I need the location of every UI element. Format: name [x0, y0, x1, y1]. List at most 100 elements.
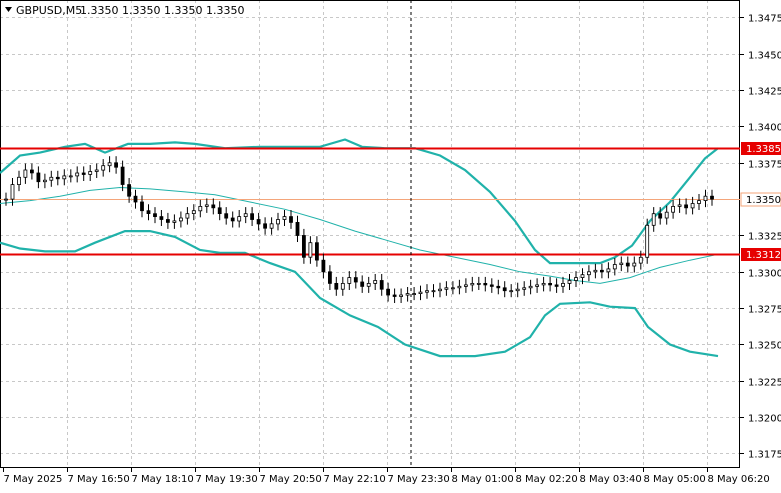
time-tick-label: 7 May 16:50 [68, 474, 130, 485]
candle-body [159, 216, 164, 220]
candle-body [561, 282, 565, 287]
candle-body [677, 204, 682, 207]
candle-body [308, 242, 313, 258]
price-tick-label: 1.3275 [748, 305, 781, 316]
candle-body [321, 259, 326, 273]
candle-body [185, 213, 190, 219]
candle-body [282, 216, 287, 220]
bollinger-middle-band [0, 186, 719, 284]
candle-body [43, 179, 47, 183]
candle-body [684, 204, 688, 209]
candle-body [703, 195, 708, 201]
candle-body [146, 210, 151, 214]
time-tick-label: 7 May 18:10 [132, 474, 194, 485]
candle-body [23, 169, 28, 178]
candle-body [580, 274, 585, 279]
candle-body [360, 281, 365, 287]
candle-body [204, 204, 209, 207]
candle-body [612, 264, 617, 270]
candle-body [289, 216, 293, 223]
time-tick-label: 7 May 22:10 [324, 474, 386, 485]
price-tick-label: 1.3325 [748, 232, 781, 243]
candle-body [489, 284, 494, 287]
candle-body [502, 287, 507, 292]
time-tick-label: 7 May 19:30 [196, 474, 258, 485]
price-axis[interactable]: 1.34751.34501.34251.34001.33751.33251.33… [740, 14, 781, 461]
candle-body [671, 205, 675, 213]
price-tick-label: 1.3450 [748, 51, 781, 62]
candle-body [75, 172, 80, 177]
candle-body [153, 213, 157, 217]
candle-body [470, 282, 475, 286]
candle-body [10, 184, 15, 200]
time-tick-label: 7 May 23:30 [388, 474, 450, 485]
candle-body [269, 223, 274, 229]
candle-body [425, 290, 429, 293]
chart-symbol: GBPUSD,M5 [16, 4, 82, 17]
price-tags: 1.3385 1.3312 1.3350 [740, 142, 781, 261]
candle-body [405, 293, 410, 296]
candle-body [658, 213, 663, 219]
candle-body [392, 294, 397, 297]
candle-body [496, 285, 501, 289]
candle-body [94, 169, 99, 172]
price-tick-label: 1.3400 [748, 123, 781, 134]
candle-body [399, 294, 404, 297]
candle-body [638, 256, 643, 264]
price-tick-label: 1.3250 [748, 341, 781, 352]
candle-body [295, 221, 300, 236]
candle-body [541, 282, 546, 286]
candle-body [418, 291, 423, 295]
candle-body [276, 219, 280, 225]
candle-body [178, 217, 183, 222]
time-axis[interactable]: 7 May 2025 7 May 16:50 7 May 18:10 7 May 19… [3, 468, 770, 485]
price-tick-label: 1.3375 [748, 160, 781, 171]
candle-body [120, 166, 125, 185]
candle-body [373, 280, 378, 284]
candle-body [483, 282, 488, 286]
candle-body [619, 262, 624, 266]
current-price-tag [740, 192, 781, 207]
candle-body [140, 201, 144, 212]
symbol-menu-icon[interactable] [5, 7, 12, 12]
candle-body [476, 282, 481, 285]
candle-body [535, 284, 539, 287]
candle-body [664, 211, 669, 219]
price-tick-label: 1.3475 [748, 14, 781, 25]
candle-body [172, 220, 177, 223]
candle-body [431, 290, 436, 293]
candle-body [301, 235, 306, 258]
level-price-tag [741, 248, 781, 261]
chart-header: GBPUSD,M5 1.3350 1.3350 1.3350 1.3350 [5, 4, 244, 17]
candle-body [224, 213, 229, 219]
level-price-tag-label: 1.3385 [746, 144, 781, 155]
horizontal-levels [0, 147, 740, 256]
candle-body [340, 282, 345, 290]
candle-body [463, 284, 468, 287]
candle-body [101, 165, 106, 171]
candle-body [165, 219, 170, 223]
time-tick-label: 8 May 02:20 [516, 474, 578, 485]
candle-body [600, 269, 604, 273]
candle-body [114, 162, 118, 168]
candle-body [29, 169, 34, 174]
candle-body [379, 280, 384, 290]
candle-body [528, 285, 533, 289]
level-price-tag-label: 1.3312 [746, 250, 781, 261]
candle-body [690, 203, 695, 209]
candle-body [548, 282, 552, 286]
candle-body [55, 176, 60, 180]
candle-body [4, 198, 8, 201]
candle-body [250, 213, 255, 220]
price-tick-label: 1.3200 [748, 414, 781, 425]
candle-body [107, 162, 112, 167]
candle-body [81, 172, 86, 175]
candle-body [62, 175, 67, 180]
candle-body [697, 200, 701, 204]
candle-body [386, 288, 391, 296]
candle-body [606, 268, 611, 273]
candle-body [334, 282, 339, 290]
candle-body [593, 269, 598, 273]
